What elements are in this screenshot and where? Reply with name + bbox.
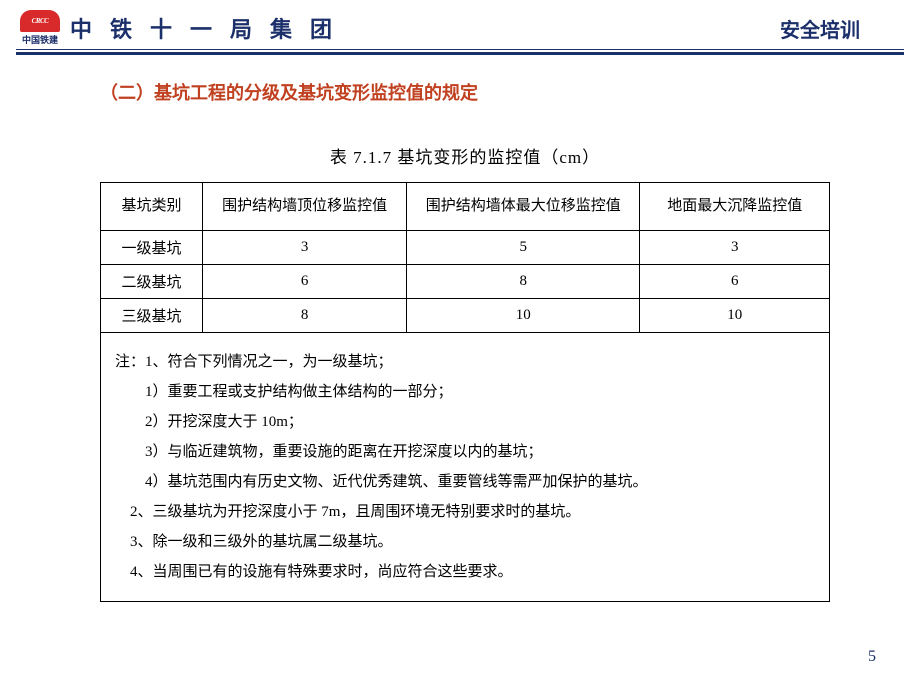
table-header-row: 基坑类别 围护结构墙顶位移监控值 围护结构墙体最大位移监控值 地面最大沉降监控值 xyxy=(101,183,830,231)
note-line: 4）基坑范围内有历史文物、近代优秀建筑、重要管线等需严加保护的基坑。 xyxy=(115,467,815,497)
logo-subtext: 中国铁建 xyxy=(22,33,58,46)
table-col-header: 地面最大沉降监控值 xyxy=(640,183,830,231)
header-divider xyxy=(16,52,904,55)
note-line: 2）开挖深度大于 10m； xyxy=(115,407,815,437)
table-row: 三级基坑 8 10 10 xyxy=(101,299,830,333)
note-line: 3）与临近建筑物，重要设施的距离在开挖深度以内的基坑； xyxy=(115,437,815,467)
table-cell: 10 xyxy=(407,299,640,333)
note-line: 注：1、符合下列情况之一，为一级基坑； xyxy=(115,347,815,377)
section-title: （二）基坑工程的分级及基坑变形监控值的规定 xyxy=(100,79,830,105)
table-cell: 8 xyxy=(203,299,407,333)
table-cell: 6 xyxy=(203,265,407,299)
table-cell: 6 xyxy=(640,265,830,299)
note-line: 3、除一级和三级外的基坑属二级基坑。 xyxy=(115,527,815,557)
table-col-header: 围护结构墙顶位移监控值 xyxy=(203,183,407,231)
table-cell: 5 xyxy=(407,231,640,265)
slide-header: CRCC 中国铁建 中铁十一局集团 安全培训 xyxy=(0,0,920,52)
table-row: 二级基坑 6 8 6 xyxy=(101,265,830,299)
table-row: 一级基坑 3 5 3 xyxy=(101,231,830,265)
table-notes: 注：1、符合下列情况之一，为一级基坑； 1）重要工程或支护结构做主体结构的一部分… xyxy=(100,333,830,602)
table-col-header: 基坑类别 xyxy=(101,183,203,231)
page-number: 5 xyxy=(868,648,876,666)
table-cell: 三级基坑 xyxy=(101,299,203,333)
logo-mark: CRCC xyxy=(20,10,60,32)
table-cell: 3 xyxy=(203,231,407,265)
table-cell: 8 xyxy=(407,265,640,299)
table-col-header: 围护结构墙体最大位移监控值 xyxy=(407,183,640,231)
table-cell: 一级基坑 xyxy=(101,231,203,265)
note-line: 1）重要工程或支护结构做主体结构的一部分； xyxy=(115,377,815,407)
table-cell: 二级基坑 xyxy=(101,265,203,299)
org-title: 中铁十一局集团 xyxy=(70,12,350,44)
table-cell: 10 xyxy=(640,299,830,333)
note-line: 2、三级基坑为开挖深度小于 7m，且周围环境无特别要求时的基坑。 xyxy=(115,497,815,527)
header-right-title: 安全培训 xyxy=(780,14,860,43)
header-left: CRCC 中国铁建 中铁十一局集团 xyxy=(18,8,350,48)
crcc-logo: CRCC 中国铁建 xyxy=(18,8,62,48)
table-cell: 3 xyxy=(640,231,830,265)
note-line: 4、当周围已有的设施有特殊要求时，尚应符合这些要求。 xyxy=(115,557,815,587)
table-title: 表 7.1.7 基坑变形的监控值（cm） xyxy=(100,143,830,168)
monitoring-table: 基坑类别 围护结构墙顶位移监控值 围护结构墙体最大位移监控值 地面最大沉降监控值… xyxy=(100,182,830,333)
slide-content: （二）基坑工程的分级及基坑变形监控值的规定 表 7.1.7 基坑变形的监控值（c… xyxy=(0,55,920,602)
